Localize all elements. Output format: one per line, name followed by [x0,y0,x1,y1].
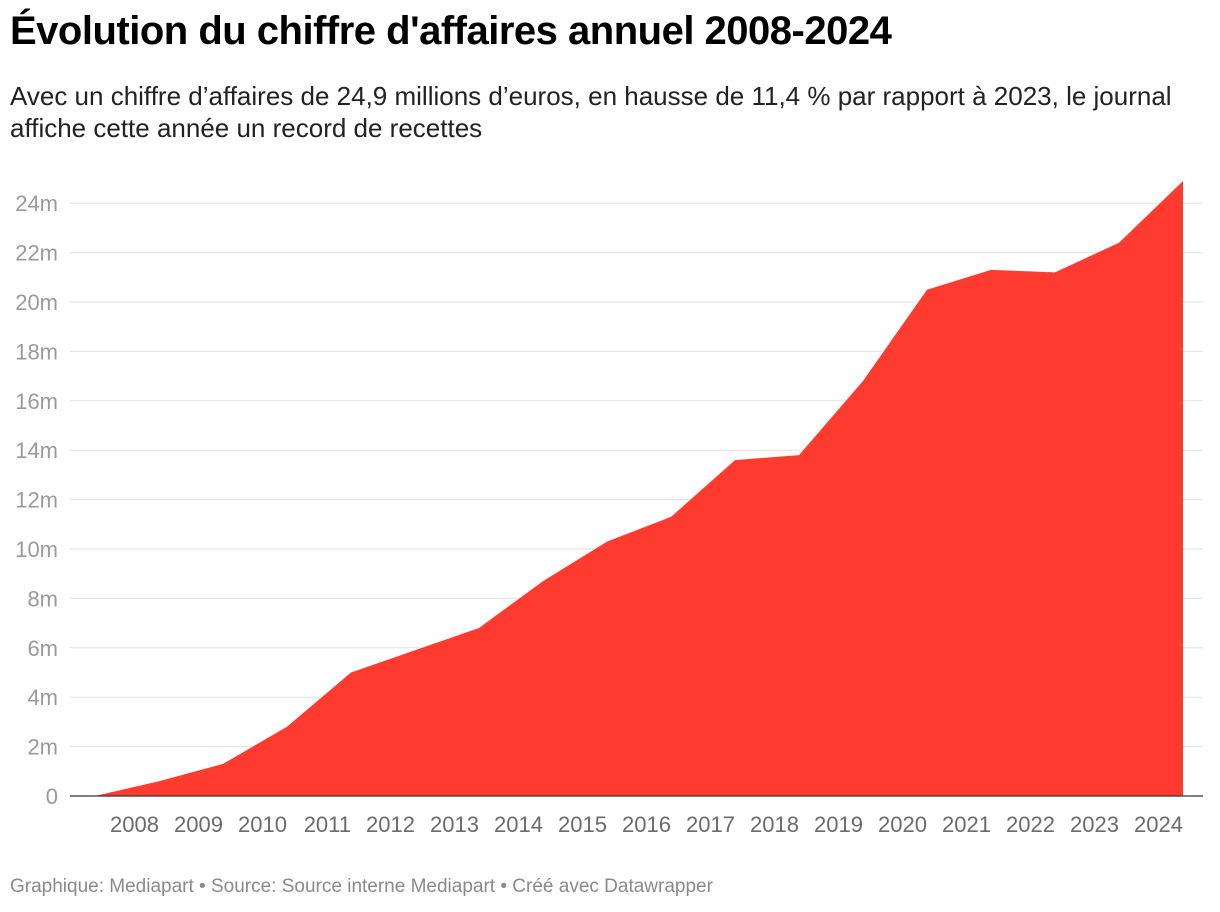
x-tick-label: 2023 [1070,812,1119,837]
x-tick-label: 2013 [430,812,479,837]
x-tick-label: 2022 [1006,812,1055,837]
x-tick-label: 2016 [622,812,671,837]
y-tick-label: 6m [27,636,58,661]
chart-title: Évolution du chiffre d'affaires annuel 2… [10,9,892,53]
y-tick-label: 14m [15,438,58,463]
y-tick-label: 10m [15,537,58,562]
y-tick-label: 24m [15,191,58,216]
y-tick-label: 18m [15,339,58,364]
y-tick-label: 20m [15,290,58,315]
x-tick-label: 2012 [366,812,415,837]
y-tick-label: 4m [27,685,58,710]
x-tick-label: 2018 [750,812,799,837]
x-tick-label: 2024 [1134,812,1183,837]
area-series [95,181,1183,796]
y-tick-label: 22m [15,241,58,266]
y-axis: 0 2m 4m 6m 8m 10m 12m 14m 16m 18m 20m 22m 24m [15,191,58,809]
x-axis: 2008 2009 2010 2011 2012 2013 2014 2015 2016 2017… [70,795,1203,837]
x-tick-label: 2009 [174,812,223,837]
x-tick-label: 2017 [686,812,735,837]
x-tick-label: 2020 [878,812,927,837]
y-tick-label: 12m [15,488,58,513]
y-tick-label: 0 [46,784,58,809]
y-tick-label: 8m [27,586,58,611]
x-tick-label: 2014 [494,812,543,837]
x-tick-label: 2015 [558,812,607,837]
x-tick-label: 2021 [942,812,991,837]
x-tick-label: 2010 [238,812,287,837]
x-tick-label: 2008 [110,812,159,837]
x-tick-label: 2011 [304,812,351,837]
x-tick-label: 2019 [814,812,863,837]
chart-subtitle: Avec un chiffre d’affaires de 24,9 milli… [10,81,1172,143]
y-tick-label: 2m [27,735,58,760]
y-tick-label: 16m [15,389,58,414]
chart-footer: Graphique: Mediapart • Source: Source in… [10,876,713,897]
revenue-area [95,181,1183,796]
